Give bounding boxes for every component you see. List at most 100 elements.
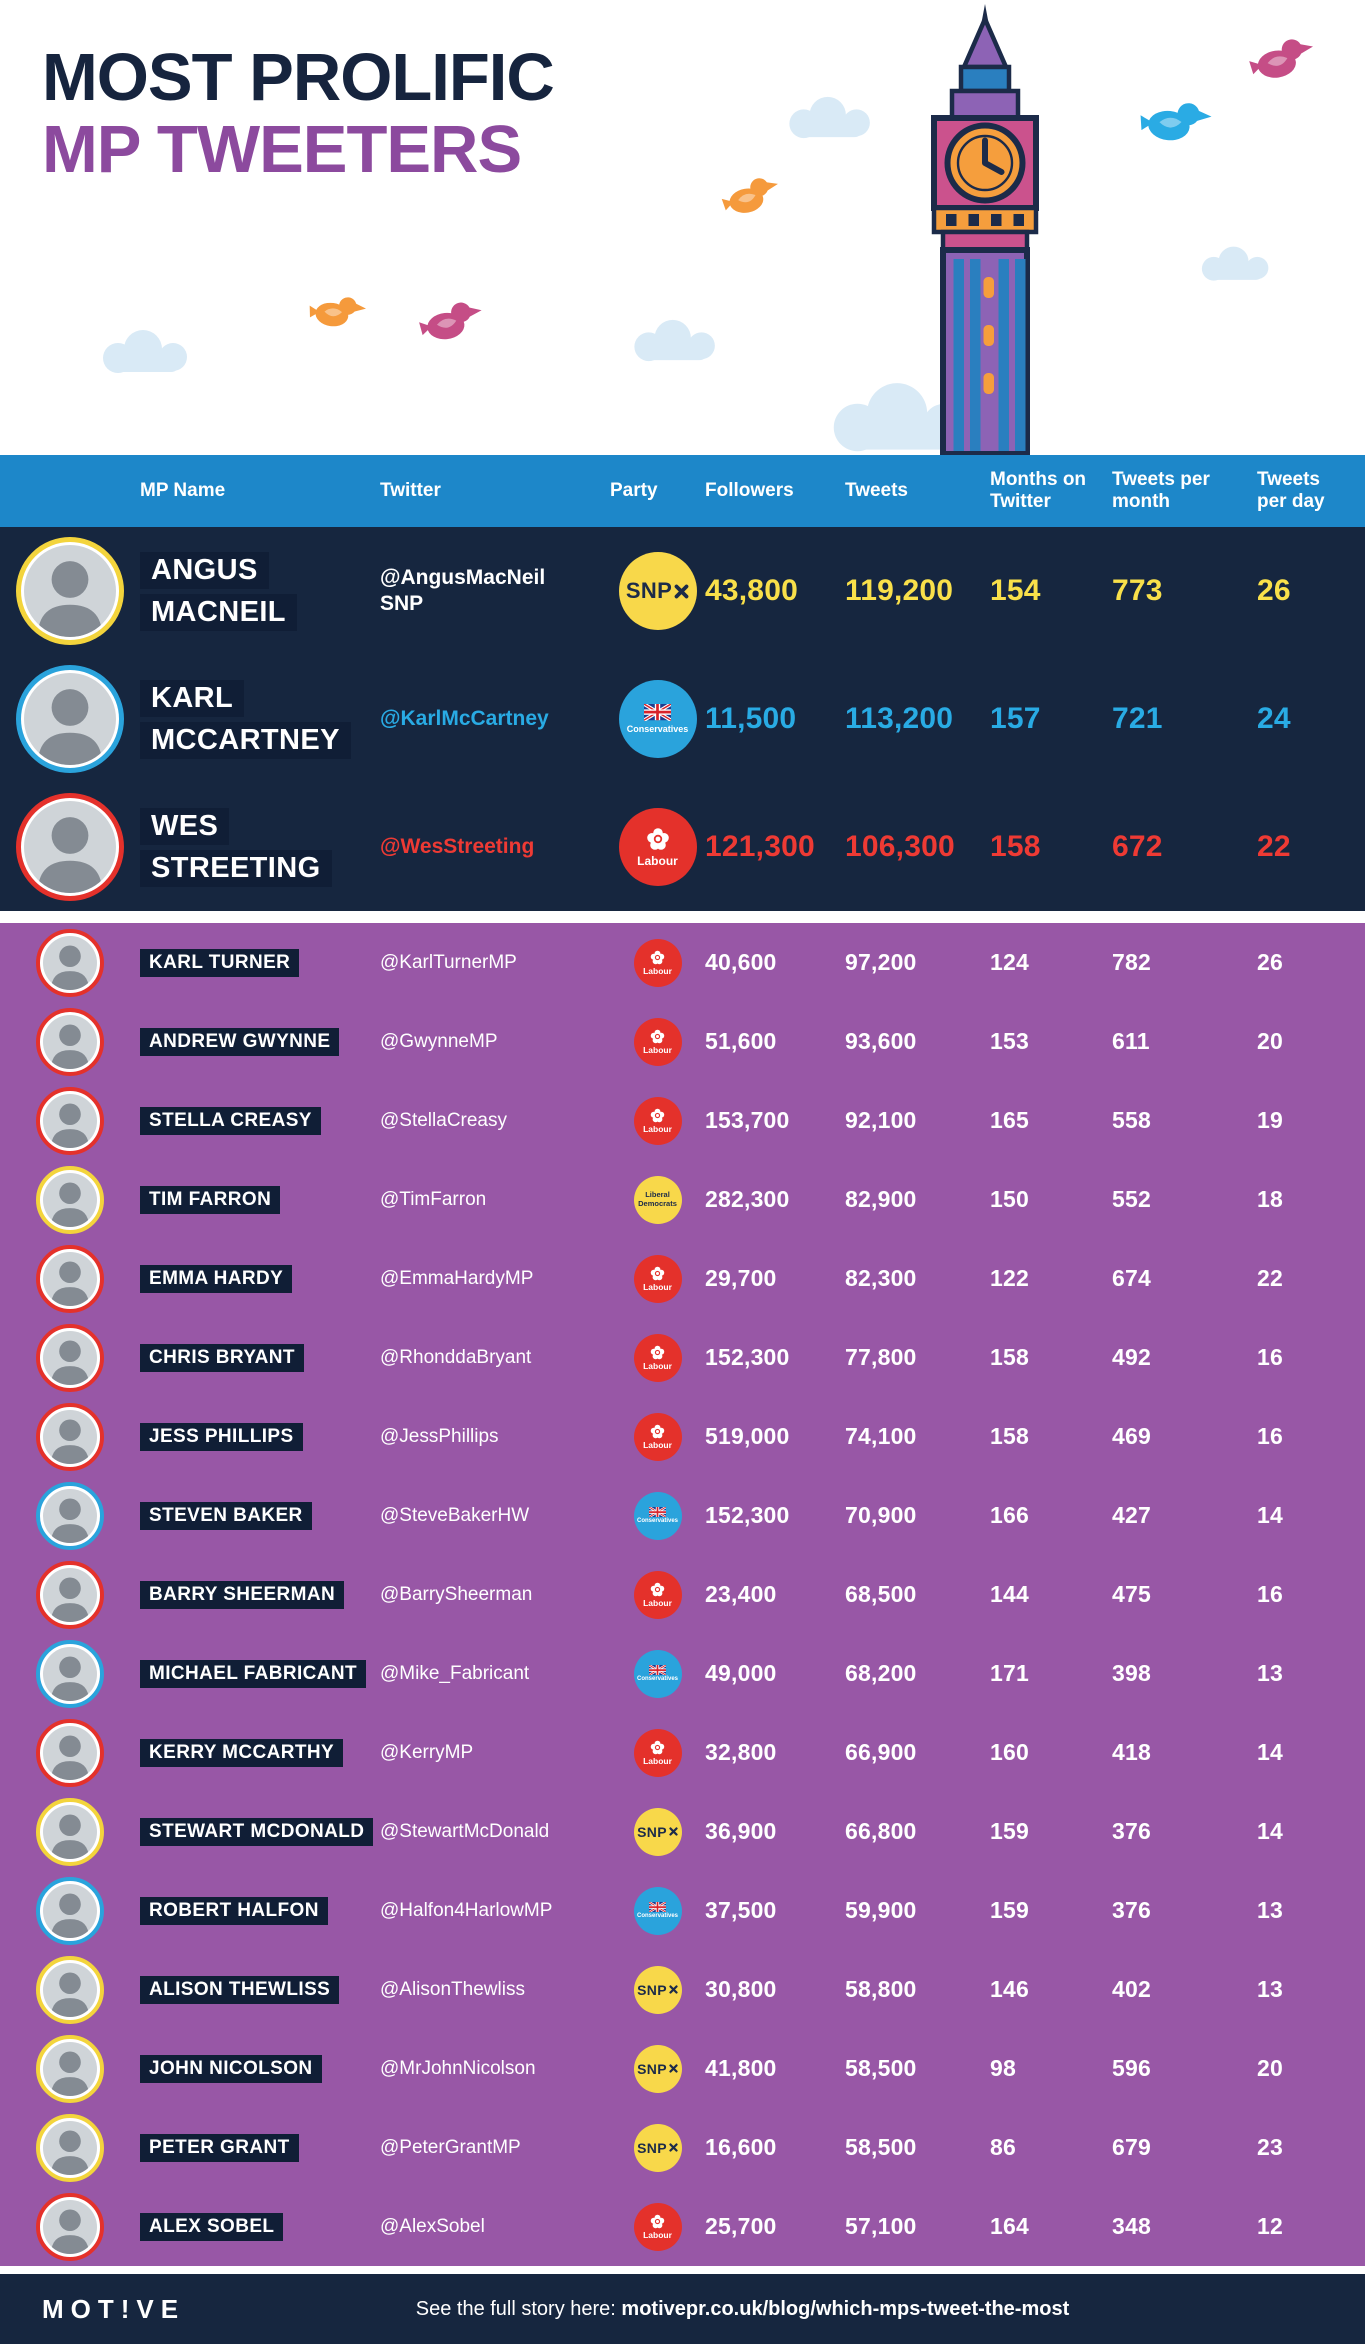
mp-name-label: MICHAEL FABRICANT bbox=[140, 1659, 367, 1688]
twitter-handle[interactable]: @StewartMcDonald bbox=[380, 1820, 550, 1842]
twitter-handle[interactable]: @KarlTurnerMP bbox=[380, 951, 517, 973]
twitter-handle[interactable]: @TimFarron bbox=[380, 1188, 487, 1210]
rose-icon bbox=[650, 1266, 665, 1280]
tweets-per-day-value: 19 bbox=[1257, 1107, 1283, 1133]
party-badge: Labour bbox=[633, 938, 682, 987]
mp-name: KARL MCCARTNEY bbox=[140, 679, 380, 759]
tweets-per-month-value: 773 bbox=[1112, 574, 1163, 607]
followers-value: 519,000 bbox=[705, 1423, 790, 1449]
twitter-handle[interactable]: @Halfon4HarlowMP bbox=[380, 1899, 553, 1921]
mp-name-line-1: ANGUS bbox=[140, 551, 269, 589]
twitter-cell: @MrJohnNicolson bbox=[380, 2058, 610, 2080]
twitter-handle[interactable]: @KarlMcCartney bbox=[380, 706, 549, 730]
avatar-cell bbox=[0, 2192, 140, 2261]
twitter-handle[interactable]: @MrJohnNicolson bbox=[380, 2057, 536, 2079]
mp-name-label: CHRIS BRYANT bbox=[140, 1343, 304, 1372]
party-label: Conservatives bbox=[636, 1676, 679, 1683]
avatar bbox=[36, 1086, 104, 1155]
mp-name-label: STELLA CREASY bbox=[140, 1106, 321, 1135]
tweets-per-day-value: 13 bbox=[1257, 1976, 1283, 2002]
twitter-cell: @KarlMcCartney bbox=[380, 706, 610, 732]
twitter-handle[interactable]: @SteveBakerHW bbox=[380, 1504, 530, 1526]
mp-name: ANDREW GWYNNE bbox=[140, 1027, 380, 1056]
twitter-handle[interactable]: @Mike_Fabricant bbox=[380, 1662, 530, 1684]
followers-value: 51,600 bbox=[705, 1028, 777, 1054]
party-label: SNP bbox=[637, 2139, 667, 2156]
table-header: MP Name Twitter Party Followers Tweets M… bbox=[0, 455, 1365, 527]
party-label-row: Labour bbox=[643, 1361, 672, 1371]
twitter-handle[interactable]: @KerryMP bbox=[380, 1741, 474, 1763]
months-on-twitter-value: 144 bbox=[990, 1581, 1029, 1607]
mp-name-label: KERRY MCCARTHY bbox=[140, 1738, 344, 1767]
table-row: STEWART MCDONALD @StewartMcDonald SNP 36… bbox=[0, 1792, 1365, 1871]
table-row: KARL TURNER @KarlTurnerMP Labour 40,600 … bbox=[0, 923, 1365, 1002]
party-cell: SNP bbox=[610, 552, 705, 630]
party-label: SNP bbox=[625, 578, 673, 603]
followers-value: 16,600 bbox=[705, 2134, 777, 2160]
party-badge: Liberal Democrats bbox=[633, 1175, 682, 1224]
twitter-handle[interactable]: @RhonddaBryant bbox=[380, 1346, 532, 1368]
twitter-handle[interactable]: @GwynneMP bbox=[380, 1030, 498, 1052]
party-label: Labour bbox=[643, 1281, 672, 1292]
mp-name-label: KARL TURNER bbox=[140, 948, 300, 977]
table-row: ANGUS MACNEIL @AngusMacNeil SNP SNP 43,8… bbox=[0, 527, 1365, 655]
mp-name: STEWART MCDONALD bbox=[140, 1817, 380, 1846]
title-line-1: MOST PROLIFIC bbox=[42, 40, 555, 115]
twitter-cell: @TimFarron bbox=[380, 1189, 610, 1211]
footer-text: See the full story here: motivepr.co.uk/… bbox=[0, 2298, 1365, 2321]
rose-icon bbox=[650, 1108, 665, 1122]
bird-icon bbox=[714, 167, 786, 229]
twitter-handle[interactable]: @JessPhillips bbox=[380, 1425, 499, 1447]
party-cell: Conservatives bbox=[610, 1491, 705, 1540]
followers-value: 29,700 bbox=[705, 1265, 777, 1291]
party-cell: Liberal Democrats bbox=[610, 1175, 705, 1224]
twitter-handle[interactable]: @PeterGrantMP bbox=[380, 2136, 521, 2158]
tweets-per-month-value: 552 bbox=[1112, 1186, 1151, 1212]
followers-value: 49,000 bbox=[705, 1660, 777, 1686]
tweets-value: 82,900 bbox=[845, 1186, 917, 1212]
tweets-value: 58,500 bbox=[845, 2134, 917, 2160]
avatar-cell bbox=[0, 1165, 140, 1234]
mp-name-label: TIM FARRON bbox=[140, 1185, 281, 1214]
twitter-handle[interactable]: @WesStreeting bbox=[380, 834, 535, 858]
party-cell: Labour bbox=[610, 1096, 705, 1145]
party-label: SNP bbox=[637, 2060, 667, 2077]
twitter-handle[interactable]: @AlexSobel bbox=[380, 2215, 485, 2237]
twitter-handle[interactable]: @AlisonThewliss bbox=[380, 1978, 525, 2000]
big-ben-illustration bbox=[931, 4, 1039, 455]
mp-name: STELLA CREASY bbox=[140, 1106, 380, 1135]
mp-name: ANGUS MACNEIL bbox=[140, 551, 380, 631]
party-cell: Labour bbox=[610, 1728, 705, 1777]
party-label-row: Conservatives bbox=[637, 1518, 678, 1524]
twitter-cell: @RhonddaBryant bbox=[380, 1347, 610, 1369]
mp-name: EMMA HARDY bbox=[140, 1264, 380, 1293]
months-on-twitter-value: 158 bbox=[990, 1423, 1029, 1449]
bird-icon bbox=[1132, 88, 1216, 159]
story-link[interactable]: motivepr.co.uk/blog/which-mps-tweet-the-… bbox=[621, 2297, 1070, 2320]
followers-value: 30,800 bbox=[705, 1976, 777, 2002]
tweets-per-month-value: 427 bbox=[1112, 1502, 1151, 1528]
tweets-value: 58,500 bbox=[845, 2055, 917, 2081]
party-label-row: Labour bbox=[643, 1124, 672, 1134]
party-badge: Labour bbox=[633, 1017, 682, 1066]
table-row: STEVEN BAKER @SteveBakerHW Conservatives… bbox=[0, 1476, 1365, 1555]
bird-icon bbox=[302, 284, 370, 343]
twitter-handle[interactable]: @BarrySheerman bbox=[380, 1583, 533, 1605]
snp-x-icon bbox=[669, 2143, 678, 2152]
followers-value: 40,600 bbox=[705, 949, 777, 975]
tweets-value: 59,900 bbox=[845, 1897, 917, 1923]
twitter-cell: @PeterGrantMP bbox=[380, 2137, 610, 2159]
mp-name: ALEX SOBEL bbox=[140, 2212, 380, 2241]
tweets-per-day-value: 22 bbox=[1257, 830, 1291, 863]
mp-name-line-1: WES bbox=[140, 807, 230, 845]
avatar-cell bbox=[0, 1007, 140, 1076]
tweets-per-day-value: 24 bbox=[1257, 702, 1291, 735]
party-badge: Labour bbox=[618, 808, 697, 886]
twitter-handle[interactable]: @EmmaHardyMP bbox=[380, 1267, 534, 1289]
followers-value: 121,300 bbox=[705, 830, 815, 863]
tweets-per-day-value: 18 bbox=[1257, 1186, 1283, 1212]
tweets-per-month-value: 376 bbox=[1112, 1818, 1151, 1844]
avatar bbox=[36, 1718, 104, 1787]
twitter-handle[interactable]: @StellaCreasy bbox=[380, 1109, 507, 1131]
twitter-handle[interactable]: @AngusMacNeil SNP bbox=[380, 565, 546, 615]
